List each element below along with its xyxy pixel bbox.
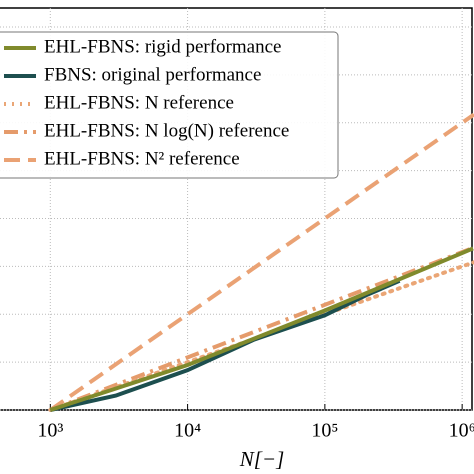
series-line — [49, 245, 474, 412]
legend: EHL-FBNS: rigid performance FBNS: origina… — [0, 31, 339, 179]
legend-label: EHL-FBNS: N log(N) reference — [44, 120, 289, 141]
series-line — [49, 246, 474, 412]
x-axis-label: N[−] — [239, 447, 285, 471]
x-tick-label: 10⁵ — [311, 420, 338, 442]
x-tick-label: 10⁶ — [449, 420, 474, 442]
legend-label: FBNS: original performance — [44, 64, 261, 85]
plot-frame — [0, 7, 473, 411]
legend-box — [0, 31, 339, 179]
legend-label: EHL-FBNS: N reference — [44, 92, 234, 113]
series-line — [49, 112, 474, 412]
legend-label: EHL-FBNS: rigid performance — [44, 36, 281, 57]
legend-label: EHL-FBNS: N² reference — [44, 148, 240, 169]
x-tick-label: 10³ — [37, 420, 63, 442]
x-tick-label: 10⁴ — [174, 420, 201, 442]
